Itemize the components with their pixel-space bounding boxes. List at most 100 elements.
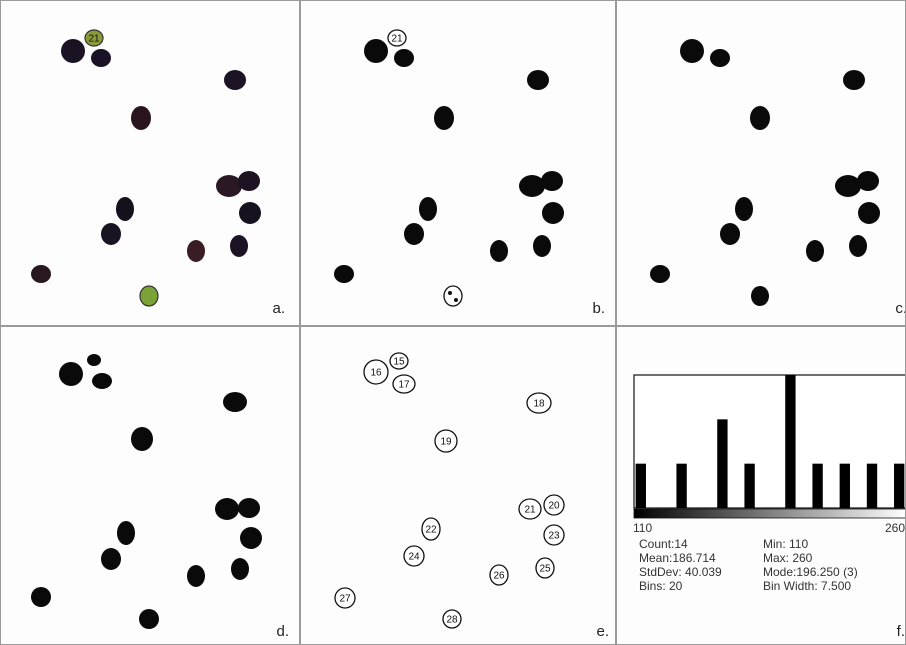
particle-blob [61, 39, 85, 63]
particle-blob [421, 517, 441, 541]
stat-binwidth: Bin Width: 7.500 [763, 579, 852, 593]
particle-blob [680, 39, 704, 63]
panel-f: 110 260 Count:14 Mean:186.714 StdDev: 40… [616, 326, 906, 645]
particle-blob [87, 354, 101, 366]
particle-id-label: 20 [548, 501, 560, 512]
particle-blob [710, 49, 730, 67]
panel-b-mark: 21 [391, 34, 403, 45]
particle-blob [489, 564, 509, 586]
panel-c-image [650, 39, 880, 306]
stat-bins: Bins: 20 [639, 579, 683, 593]
particle-blob [751, 286, 769, 306]
particle-blob [238, 171, 260, 191]
particle-blob [526, 392, 552, 414]
particle-id-label: 22 [425, 525, 437, 536]
particle-blob [101, 223, 121, 245]
particle-blob [389, 352, 409, 370]
particle-blob [392, 374, 416, 394]
particle-blob [31, 265, 51, 283]
particle-id-label: 23 [548, 531, 560, 542]
histogram-bar [866, 463, 878, 508]
particle-id-label: 18 [533, 399, 545, 410]
particle-blob [543, 494, 565, 516]
panel-a-label: a. [272, 300, 285, 317]
panel-c-label: c. [895, 300, 906, 317]
histogram-bar [635, 463, 646, 508]
particle-id-label: 24 [408, 552, 420, 563]
particle-blob [519, 175, 545, 197]
particle-blob [720, 223, 740, 245]
particle-blob [224, 70, 246, 90]
particle-blob [518, 498, 542, 520]
stat-count: Count:14 [639, 537, 688, 551]
particle-blob [363, 359, 389, 385]
particle-blob [806, 240, 824, 262]
particle-id-label: 19 [440, 437, 452, 448]
histogram-chart [633, 374, 905, 519]
panel-b-label: b. [592, 300, 605, 317]
panel-d-image [31, 354, 262, 629]
panel-e: 16 15 17 18 19 21 20 23 22 24 25 26 27 28 e. [300, 326, 616, 645]
particle-blob [533, 235, 551, 257]
particle-id-label: 17 [398, 380, 410, 391]
stat-mode: Mode:196.250 (3) [763, 565, 858, 579]
particle-blob [419, 197, 437, 221]
panel-c: c. [616, 0, 906, 326]
particle-blob [857, 171, 879, 191]
particle-blob [31, 587, 51, 607]
stat-mean: Mean:186.714 [639, 551, 716, 565]
particle-id-label: 25 [539, 564, 551, 575]
particle-blob [92, 373, 112, 389]
panel-d: d. [0, 326, 300, 645]
histogram-bar [717, 419, 728, 508]
particle-blob [394, 49, 414, 67]
stats-left: Count:14 Mean:186.714 StdDev: 40.039 Bin… [639, 537, 722, 593]
particle-blob [490, 240, 508, 262]
particle-blob [750, 106, 770, 130]
histogram-bar [744, 463, 755, 508]
panel-a-mark: 21 [88, 34, 100, 45]
particle-blob [543, 524, 565, 546]
particle-blob [131, 106, 151, 130]
panel-e-label: e. [596, 623, 609, 640]
hist-max-label: 260 [884, 521, 905, 535]
particle-blob [403, 545, 425, 567]
panel-f-label: f. [896, 623, 905, 640]
particle-blob [91, 49, 111, 67]
panel-b-image: 21 [334, 29, 564, 307]
hist-min-label: 110 [633, 521, 653, 535]
particle-blob [650, 265, 670, 283]
stat-max: Max: 260 [763, 551, 813, 565]
panel-b: 21 b. [300, 0, 616, 326]
stat-stddev: StdDev: 40.039 [639, 565, 722, 579]
particle-blob [334, 265, 354, 283]
particle-id-label: 26 [493, 571, 505, 582]
panel-a: 21 a. [0, 0, 300, 326]
particle-blob [735, 197, 753, 221]
particle-blob [117, 521, 135, 545]
particle-blob [434, 106, 454, 130]
histogram-bar [839, 463, 850, 508]
panel-d-label: d. [276, 623, 289, 640]
particle-id-label: 15 [393, 357, 405, 368]
particle-blob [434, 429, 458, 453]
particle-blob [187, 240, 205, 262]
stats-right: Min: 110 Max: 260 Mode:196.250 (3) Bin W… [763, 537, 858, 593]
particle-blob [858, 202, 880, 224]
particle-blob [230, 235, 248, 257]
particle-id-label: 27 [339, 594, 351, 605]
histogram-bar [894, 463, 905, 508]
particle-blob [101, 548, 121, 570]
particle-blob [541, 171, 563, 191]
particle-blob [59, 362, 83, 386]
particle-blob [835, 175, 861, 197]
particle-blob [849, 235, 867, 257]
particle-blob [527, 70, 549, 90]
particle-blob [843, 70, 865, 90]
histogram-bar [676, 463, 687, 508]
panel-a-image: 21 [31, 29, 261, 307]
particle-blob [215, 498, 239, 520]
histogram-bar [812, 463, 823, 508]
particle-id-label: 21 [524, 505, 536, 516]
particle-blob [239, 202, 261, 224]
